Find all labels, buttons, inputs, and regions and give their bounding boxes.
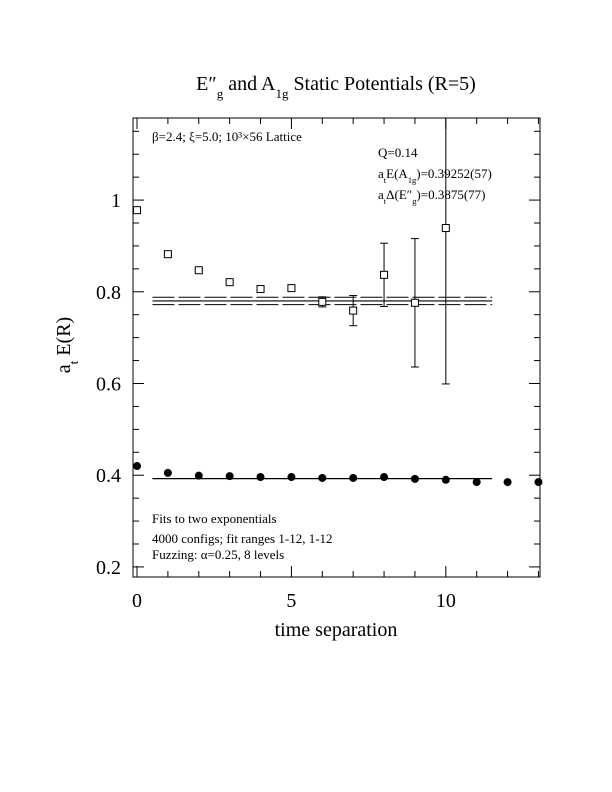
annotation: 4000 configs; fit ranges 1-12, 1-12: [152, 531, 333, 546]
point: [287, 473, 296, 482]
point: [380, 270, 389, 279]
annotation: β=2.4; ξ=5.0; 10³×56 Lattice: [152, 129, 302, 144]
point: [349, 473, 358, 482]
point: [503, 478, 512, 487]
point: [225, 278, 234, 287]
annotation: Q=0.14: [378, 145, 418, 160]
text-piece: E″: [196, 73, 217, 95]
text-piece: E(A: [386, 166, 408, 181]
subscript: 1g: [275, 86, 289, 101]
y-tick-label: 0.4: [96, 465, 121, 487]
subscript: g: [412, 196, 417, 206]
y-tick-label: 0.2: [96, 557, 121, 579]
point: [287, 284, 296, 293]
point: [163, 250, 172, 259]
text-piece: a: [53, 364, 75, 373]
text-piece: )=0.3875(77): [416, 187, 485, 202]
text-piece: E(R): [53, 317, 75, 361]
y-tick-label: 0.6: [96, 373, 121, 395]
text-piece: Δ(E″: [386, 187, 412, 202]
point: [133, 462, 142, 471]
annotation: atE(A1g)=0.39252(57): [378, 166, 492, 185]
x-tick-label: 10: [436, 590, 456, 612]
point: [256, 473, 265, 482]
point: [256, 285, 265, 294]
text-piece: )=0.39252(57): [416, 166, 492, 181]
subscript: 1g: [408, 175, 417, 185]
point: [472, 478, 481, 487]
point: [441, 224, 450, 233]
subscript: g: [217, 86, 224, 101]
x-axis-label: time separation: [275, 619, 398, 641]
point: [534, 478, 543, 487]
point: [380, 473, 389, 482]
text-piece: and A: [223, 73, 276, 95]
y-tick-label: 0.8: [96, 282, 121, 304]
point: [163, 468, 172, 477]
error-bar: [441, 118, 450, 385]
point: [318, 473, 327, 482]
chart-title: E″g and A1g Static Potentials (R=5): [196, 73, 476, 101]
point: [410, 298, 419, 307]
point: [410, 474, 419, 483]
y-axis-label: at E(R): [53, 317, 81, 373]
annotation: Fuzzing: α=0.25, 8 levels: [152, 547, 284, 562]
text-piece: a: [378, 187, 384, 202]
point: [318, 297, 327, 306]
subscript: t: [66, 360, 81, 364]
text-piece: a: [378, 166, 384, 181]
subscript: t: [384, 175, 387, 185]
point: [133, 206, 142, 215]
point: [349, 306, 358, 315]
point: [194, 266, 203, 275]
annotation: Fits to two exponentials: [152, 511, 277, 526]
point: [441, 475, 450, 484]
point: [194, 471, 203, 480]
x-tick-label: 0: [132, 590, 142, 612]
plot-frame: [132, 117, 541, 578]
text-piece: Static Potentials (R=5): [288, 73, 475, 95]
x-tick-label: 5: [286, 590, 296, 612]
point: [225, 472, 234, 481]
subscript: t: [384, 196, 387, 206]
y-tick-label: 1: [111, 190, 121, 212]
annotation: atΔ(E″g)=0.3875(77): [378, 187, 485, 206]
